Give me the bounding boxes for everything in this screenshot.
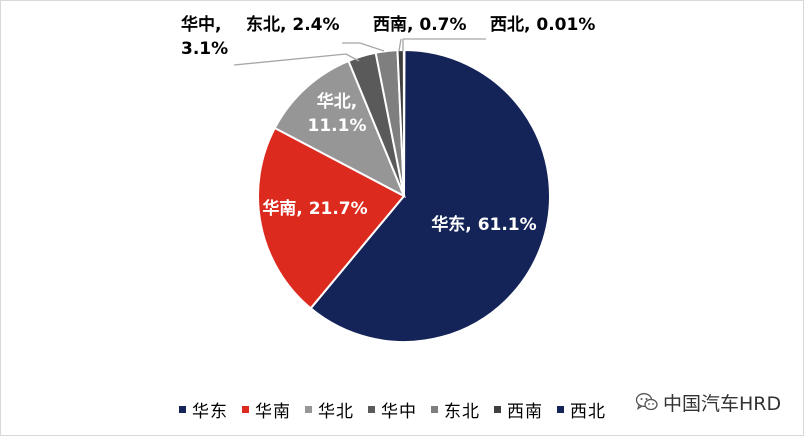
legend-label: 西南 <box>507 401 543 422</box>
legend-item-2: 华北 <box>305 397 354 422</box>
legend-swatch <box>368 405 375 413</box>
legend-swatch <box>494 405 501 413</box>
pie-slice-0 <box>309 48 551 343</box>
data-label-0: 华东, 61.1% <box>431 214 536 235</box>
legend-label: 华南 <box>255 401 291 422</box>
legend-item-1: 华南 <box>242 397 291 422</box>
legend-item-4: 东北 <box>431 397 480 422</box>
legend-item-6: 西北 <box>557 397 606 422</box>
wechat-icon <box>635 393 658 411</box>
leader-line-4 <box>342 42 385 52</box>
legend-label: 华东 <box>192 401 228 422</box>
legend-swatch <box>179 405 186 413</box>
data-label-3: 华中, 3.1% <box>181 14 228 59</box>
legend-swatch <box>305 405 312 413</box>
leader-line-3 <box>233 53 360 66</box>
legend-item-5: 西南 <box>494 397 543 422</box>
pie-slice-6 <box>402 48 406 197</box>
legend-label: 东北 <box>444 401 480 422</box>
pie-slice-1 <box>257 126 406 310</box>
legend-swatch <box>431 405 438 413</box>
legend-swatch <box>557 405 564 413</box>
data-label-6: 西北, 0.01% <box>490 15 595 35</box>
legend-label: 华北 <box>318 401 354 422</box>
legend-label: 华中 <box>381 401 417 422</box>
leader-line-6 <box>402 38 486 51</box>
legend-label: 西北 <box>570 401 606 422</box>
watermark-text: 中国汽车HRD <box>663 392 782 415</box>
watermark: 中国汽车HRD <box>633 389 788 415</box>
legend-swatch <box>242 405 249 413</box>
data-label-1: 华南, 21.7% <box>262 198 367 219</box>
data-label-2: 华北, 11.1% <box>308 91 367 136</box>
data-label-4: 东北, 2.4% <box>246 14 340 35</box>
legend: 华东 华南 华北 华中 东北 西南 西北 <box>179 397 606 422</box>
legend-item-0: 华东 <box>179 397 228 422</box>
pie-slice-2 <box>273 59 406 199</box>
data-label-5: 西南, 0.7% <box>373 14 467 35</box>
legend-item-3: 华中 <box>368 397 417 422</box>
leader-line-5 <box>398 38 402 52</box>
